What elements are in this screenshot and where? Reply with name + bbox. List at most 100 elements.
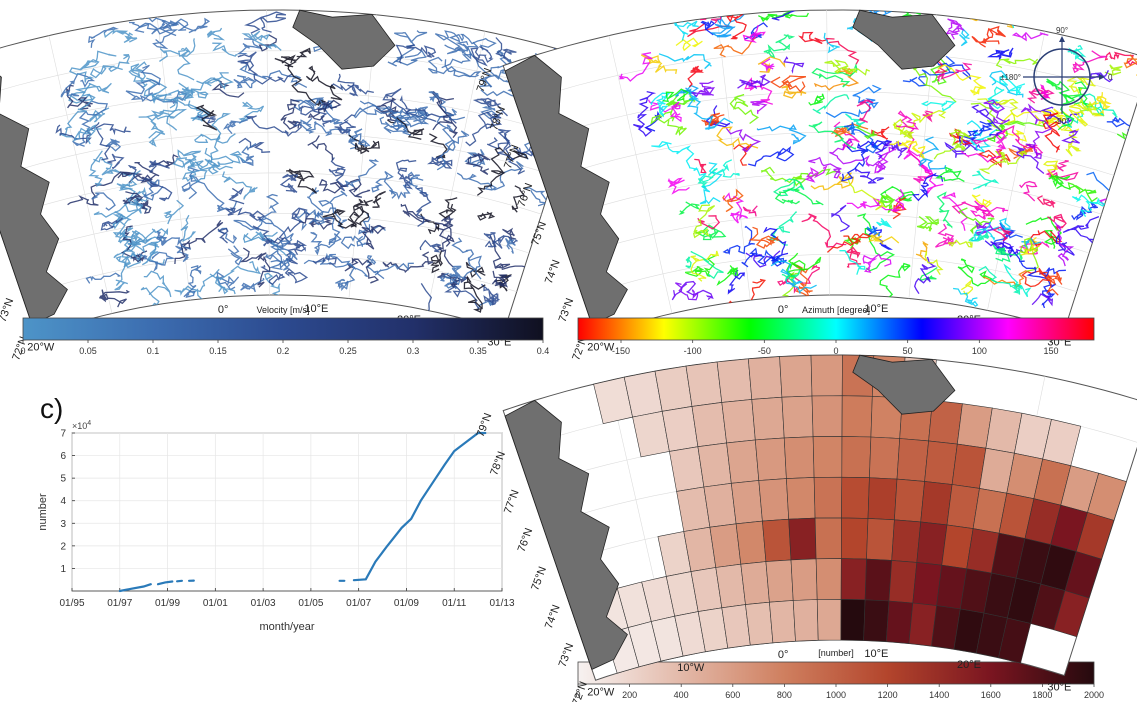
drifter-track xyxy=(692,204,716,239)
drifter-track xyxy=(139,83,188,105)
drifter-track xyxy=(382,88,412,113)
drifter-track xyxy=(971,104,1003,137)
chart-y-axis-label: number xyxy=(37,493,49,531)
longitude-label: 10°E xyxy=(304,303,328,315)
drifter-track xyxy=(127,164,173,202)
drifter-track xyxy=(770,260,817,294)
drifter-track xyxy=(1011,31,1049,42)
colorbar-tick-label: 0.15 xyxy=(209,346,227,356)
drifter-track xyxy=(348,128,371,148)
drifter-track xyxy=(432,99,453,131)
drifter-track xyxy=(477,211,496,221)
longitude-label: 30°E xyxy=(1047,682,1071,694)
drifter-track xyxy=(678,201,701,215)
svalbard-landmass xyxy=(292,9,396,70)
drifter-track xyxy=(1048,174,1071,191)
y-tick-label: 2 xyxy=(60,541,66,552)
density-cell xyxy=(894,478,925,523)
drifter-track xyxy=(978,148,1028,175)
drifter-track xyxy=(334,114,356,135)
drifter-track xyxy=(238,137,271,153)
drifter-track xyxy=(855,125,878,140)
drifter-track xyxy=(439,272,458,282)
drifter-track xyxy=(1026,87,1055,104)
drifter-track xyxy=(298,217,335,230)
map-d-longitude-labels: 20°W 10°W 0° 10°E 20°E 30°E xyxy=(587,648,1071,698)
svalbard-landmass xyxy=(852,9,956,70)
density-cell xyxy=(783,436,815,479)
longitude-label: 20°W xyxy=(587,686,615,698)
drifter-track xyxy=(258,34,278,52)
density-cell xyxy=(745,601,774,646)
drifter-track xyxy=(935,166,965,183)
drifter-track xyxy=(139,77,168,97)
drifter-track xyxy=(947,239,973,248)
drifter-track xyxy=(148,120,166,148)
x-tick-label: 01/09 xyxy=(394,598,419,609)
drifter-track xyxy=(675,37,703,52)
drifter-track xyxy=(937,64,986,96)
drifter-track xyxy=(771,10,808,21)
drifter-track xyxy=(944,139,981,158)
drifter-track xyxy=(347,209,370,228)
drifter-track xyxy=(148,159,170,173)
density-cell xyxy=(867,477,898,521)
drifter-track xyxy=(95,123,131,161)
drifter-track xyxy=(650,114,687,136)
drifter-track xyxy=(495,37,517,63)
density-cell xyxy=(758,478,790,522)
drifter-track xyxy=(699,162,723,205)
drifter-track xyxy=(491,270,512,288)
colorbar-tick-label: 0.4 xyxy=(537,346,550,356)
drifter-track xyxy=(983,99,1010,125)
density-cell xyxy=(703,482,737,528)
drifter-track xyxy=(307,135,334,161)
colorbar-tick-label: 0.3 xyxy=(407,346,420,356)
density-cell xyxy=(769,600,796,644)
drifter-track xyxy=(502,227,517,241)
colorbar-tick-label: 0.35 xyxy=(469,346,487,356)
density-cell xyxy=(691,402,727,448)
drifter-track xyxy=(774,188,824,206)
azimuth-colorbar: Azimuth [degree] -150 -100 -50 0 50 100 150 xyxy=(577,305,1095,356)
drifter-track xyxy=(389,171,420,200)
drifter-track xyxy=(896,115,920,130)
number-colorbar-ticks: 0 200 400 600 800 1000 1200 1400 1600 1800 2000 xyxy=(575,684,1104,700)
density-cell xyxy=(685,361,723,407)
drifter-track xyxy=(716,126,759,149)
drifter-track xyxy=(808,156,842,179)
drifter-track xyxy=(65,84,93,110)
chart-x-axis-label: month/year xyxy=(259,621,314,633)
colorbar-tick-label: 50 xyxy=(903,346,913,356)
density-cell xyxy=(812,436,843,478)
drifter-track xyxy=(318,190,348,214)
drifter-track xyxy=(874,146,897,174)
drifter-track xyxy=(300,117,313,132)
drifter-track xyxy=(156,230,192,250)
drifter-track xyxy=(722,188,744,213)
drifter-track xyxy=(1071,194,1107,217)
drifter-track xyxy=(1012,144,1045,175)
drifter-track xyxy=(854,167,884,184)
drifter-track xyxy=(801,213,847,248)
velocity-colorbar: Velocity [m/s] 0 0.05 0.1 0.15 0.2 0.25 0.3 0.3… xyxy=(20,305,549,356)
drifter-track xyxy=(151,154,179,168)
drifter-track xyxy=(839,250,866,275)
drifter-track xyxy=(748,146,795,167)
drifter-track xyxy=(686,94,734,131)
drifter-track xyxy=(1104,51,1137,67)
density-cell xyxy=(816,598,842,641)
drifter-track xyxy=(757,56,786,73)
density-cell xyxy=(726,439,760,484)
x-tick-label: 01/99 xyxy=(155,598,180,609)
drifter-track xyxy=(951,201,995,218)
drifter-track xyxy=(141,241,159,266)
drifter-track xyxy=(210,133,246,164)
drifter-track xyxy=(992,244,1023,263)
colorbar-tick-label: 1800 xyxy=(1032,690,1052,700)
x-tick-label: 01/03 xyxy=(251,598,276,609)
drifter-track xyxy=(658,53,712,70)
drifter-track xyxy=(325,252,356,288)
drifter-track xyxy=(305,65,343,101)
panel-a-map: 72°N73°N74°N75°N76°N77°N78°N79°N 20°W10°… xyxy=(0,9,592,362)
